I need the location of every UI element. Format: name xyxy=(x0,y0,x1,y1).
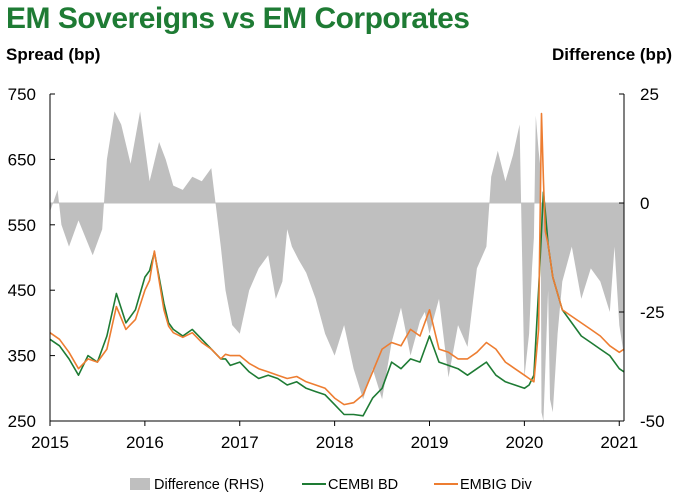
left-axis-title: Spread (bp) xyxy=(6,45,101,64)
difference-area-layer xyxy=(50,111,624,422)
x-tick-label: 2016 xyxy=(126,433,164,452)
left-y-tick-label: 450 xyxy=(8,281,36,300)
x-tick-label: 2020 xyxy=(505,433,543,452)
embig-div-line xyxy=(49,112,625,406)
chart-title: EM Sovereigns vs EM Corporates xyxy=(6,2,470,35)
legend-label: CEMBI BD xyxy=(328,477,398,493)
x-tick-label: 2018 xyxy=(316,433,354,452)
legend: Difference (RHS) CEMBI BD EMBIG Div xyxy=(130,477,532,493)
x-tick-label: 2021 xyxy=(600,433,638,452)
x-tick-label: 2019 xyxy=(411,433,449,452)
right-y-tick-label: 0 xyxy=(640,194,649,213)
left-y-tick-label: 650 xyxy=(8,150,36,169)
left-y-tick-label: 250 xyxy=(8,412,36,431)
left-y-tick-label: 550 xyxy=(8,216,36,235)
spread-lines-layer xyxy=(49,112,625,417)
x-tick-label: 2017 xyxy=(221,433,259,452)
difference-area xyxy=(50,111,624,422)
left-y-tick-label: 350 xyxy=(8,347,36,366)
legend-label: Difference (RHS) xyxy=(154,477,264,493)
legend-label: EMBIG Div xyxy=(460,477,532,493)
right-y-tick-label: -50 xyxy=(640,412,665,431)
axes-layer: 250 350 450 550 650 750 -50 -25 0 25 2015 2016 2017 2… xyxy=(8,85,665,452)
right-axis-title: Difference (bp) xyxy=(552,45,672,64)
right-y-tick-label: -25 xyxy=(640,303,665,322)
left-y-tick-label: 750 xyxy=(8,85,36,104)
x-tick-label: 2015 xyxy=(31,433,69,452)
right-y-tick-label: 25 xyxy=(640,85,659,104)
legend-swatch-difference xyxy=(130,478,150,490)
